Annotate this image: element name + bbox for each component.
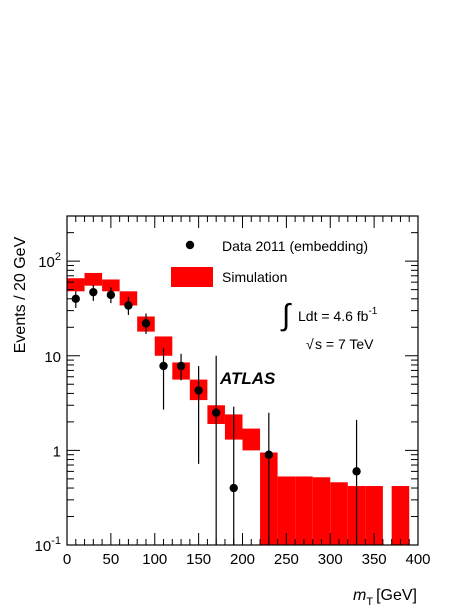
data-point-5 [159,348,168,410]
data-marker [264,450,274,459]
x-tick-label: 100 [142,551,167,568]
data-point-2 [106,287,116,304]
x-axis-title: mT [GeV] [353,587,417,608]
sim-bin-18 [391,486,410,545]
y-axis-ticks: 10-1 1 10 102 [35,215,418,555]
x-tick-label: 150 [186,551,211,568]
data-points [71,284,361,545]
data-marker [176,361,186,371]
y-tick-label: 10 [44,349,61,366]
legend-sim-label: Simulation [222,269,287,285]
sim-bin-2 [102,279,120,292]
data-marker [71,294,80,303]
sim-bin-0 [67,278,85,292]
data-point-9 [229,406,238,545]
y-tick-label: 102 [38,251,61,271]
data-point-0 [71,291,80,308]
sqrt-sign: √ [306,336,314,352]
x-axis-ticks: 0 50 100 150 200 250 300 350 400 [63,216,431,568]
data-marker [106,290,116,300]
sim-bin-15 [330,482,348,545]
data-marker [141,319,151,328]
data-point-10 [264,412,274,545]
y-tick-label: 1 [53,443,61,460]
y-tick-label: 10-1 [35,535,61,555]
data-marker [211,408,221,417]
sim-bin-17 [365,486,383,545]
legend-sim-swatch [171,267,213,287]
data-point-1 [89,284,98,301]
data-marker [194,386,203,395]
x-tick-label: 50 [103,551,120,568]
x-tick-label: 0 [63,551,71,568]
data-point-3 [124,296,133,315]
data-marker [352,467,361,476]
x-tick-label: 350 [362,551,387,568]
data-marker [89,287,98,297]
x-tick-label: 250 [274,551,299,568]
data-marker [124,301,133,310]
sim-bin-10 [242,428,261,451]
sqrt-s-label: s = 7 TeV [315,336,374,352]
data-point-8 [211,355,221,545]
data-marker [159,361,168,371]
sim-bin-12 [277,476,296,545]
legend: Data 2011 (embedding) Simulation [171,238,368,287]
sim-bin-13 [295,476,313,545]
x-tick-label: 200 [230,551,255,568]
experiment-label: ATLAS [219,369,276,388]
x-tick-label: 300 [318,551,343,568]
legend-data-label: Data 2011 (embedding) [222,238,368,254]
lumi-annotation: ∫ Ldt = 4.6 fb-1 √ s = 7 TeV [280,299,378,352]
integral-sign: ∫ [280,299,292,332]
data-point-6 [176,353,186,381]
x-tick-label: 400 [405,551,430,568]
sim-bin-14 [312,477,331,545]
data-point-7 [194,365,203,464]
data-point-11 [352,419,361,545]
sim-bin-1 [84,272,103,286]
legend-data-marker [185,240,195,250]
y-axis-title: Events / 20 GeV [12,236,29,353]
data-point-4 [141,313,151,334]
data-marker [229,483,238,493]
sim-bin-5 [154,336,173,356]
lumi-label: Ldt = 4.6 fb-1 [298,306,378,324]
